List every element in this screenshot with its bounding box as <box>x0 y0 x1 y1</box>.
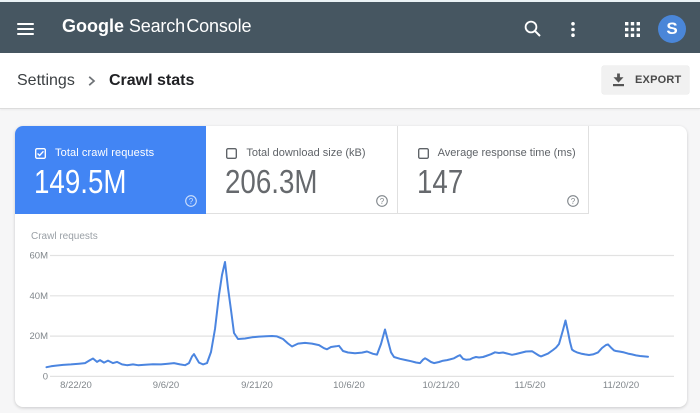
svg-text:Crawl requests: Crawl requests <box>31 231 98 242</box>
svg-text:9/21/20: 9/21/20 <box>241 380 273 391</box>
svg-text:11/5/20: 11/5/20 <box>515 380 546 391</box>
svg-text:10/21/20: 10/21/20 <box>423 380 460 391</box>
svg-text:40M: 40M <box>30 291 49 302</box>
svg-text:?: ? <box>379 197 384 206</box>
svg-text:20M: 20M <box>30 331 49 342</box>
svg-text:8/22/20: 8/22/20 <box>60 380 92 391</box>
svg-text:11/20/20: 11/20/20 <box>603 380 639 391</box>
svg-text:0: 0 <box>43 371 48 382</box>
svg-text:60M: 60M <box>30 251 49 262</box>
svg-text:?: ? <box>189 197 194 206</box>
svg-text:9/6/20: 9/6/20 <box>153 380 179 391</box>
svg-text:?: ? <box>571 197 576 206</box>
svg-text:10/6/20: 10/6/20 <box>333 380 365 391</box>
